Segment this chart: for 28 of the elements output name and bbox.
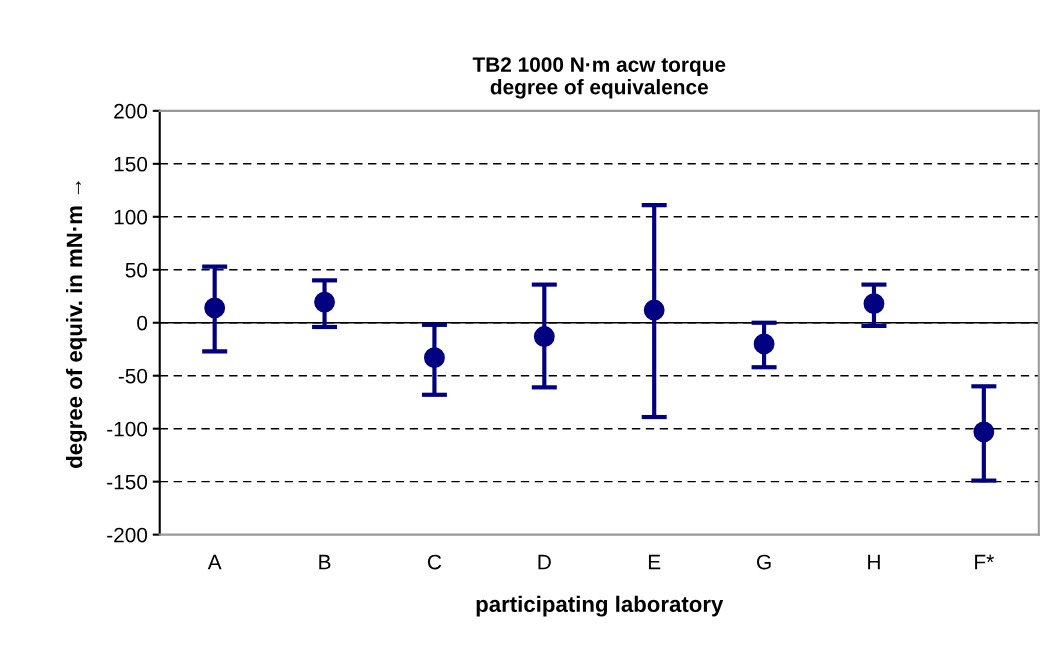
x-tick-label: H: [868, 554, 880, 570]
y-tick-label: -50: [118, 368, 148, 384]
x-tick-label: E: [648, 554, 661, 570]
x-tick-label: A: [207, 554, 222, 570]
x-tick-label: F*: [975, 554, 994, 570]
y-tick-label: -200: [107, 527, 148, 543]
x-axis-title: participating laboratory: [476, 595, 724, 617]
y-tick-label: 150: [114, 156, 148, 172]
chart-title: TB2 1000 N·m acw torque degree of equivalence: [472, 57, 726, 99]
y-axis-title: degree of equiv. in mN·m →: [65, 181, 87, 468]
x-tick-label: B: [319, 554, 331, 570]
point: [643, 299, 665, 321]
x-tick-label: D: [538, 554, 551, 570]
point: [863, 293, 885, 315]
y-tick-label: 0: [137, 315, 148, 331]
x-tick-label: G: [757, 554, 771, 570]
point: [753, 333, 775, 355]
y-tick-label: 200: [114, 103, 148, 119]
y-tick-label: 50: [125, 262, 148, 278]
y-tick-label: -150: [107, 474, 148, 490]
point: [973, 421, 995, 443]
x-tick-label: C: [427, 554, 442, 570]
point: [314, 291, 335, 313]
point: [204, 297, 226, 319]
y-tick-label: -100: [107, 421, 148, 437]
point: [533, 326, 555, 347]
y-tick-label: 100: [114, 209, 148, 225]
point: [424, 347, 445, 369]
